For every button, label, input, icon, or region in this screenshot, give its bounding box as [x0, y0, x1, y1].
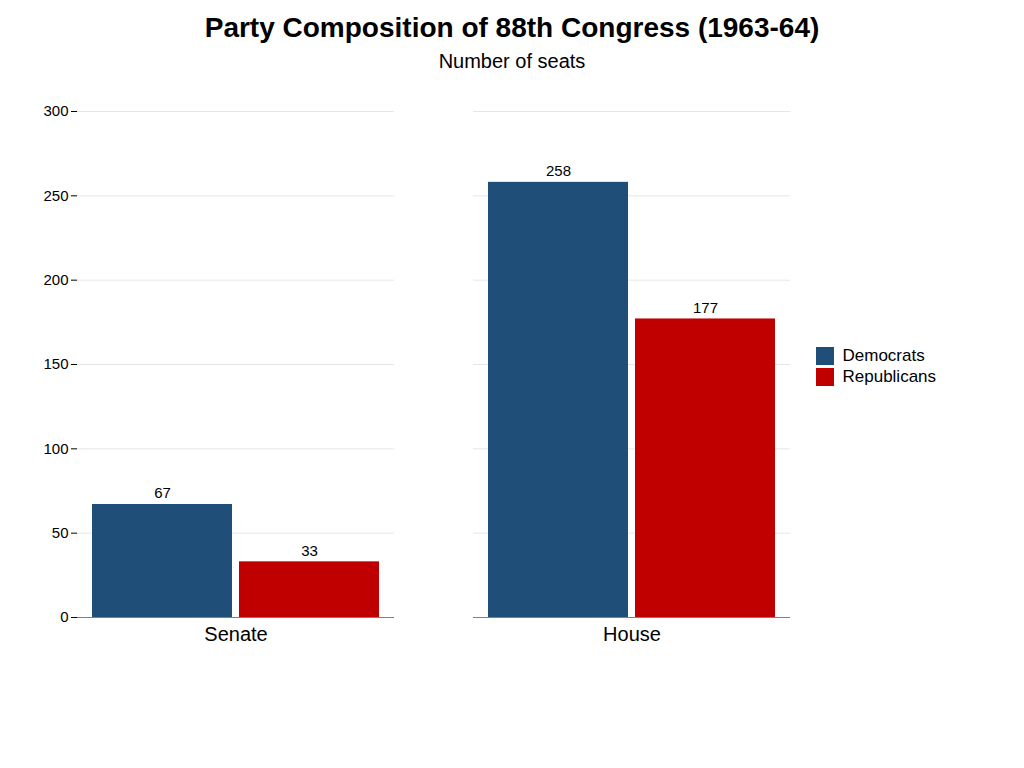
- html-text:Democrats: Democrats: [842, 345, 925, 365]
- svg-text:200: 200: [43, 271, 68, 288]
- svg-text:50: 50: [52, 524, 69, 541]
- html-text:Party Composition of 88th Cong: Party Composition of 88th Congress (1963…: [204, 12, 820, 43]
- svg-text:33: 33: [301, 542, 318, 559]
- svg-text:150: 150: [43, 355, 68, 372]
- svg-text:100: 100: [43, 440, 68, 457]
- svg-text:Senate: Senate: [204, 623, 267, 645]
- svg-text:0: 0: [60, 608, 68, 625]
- svg-text:House: House: [603, 623, 661, 645]
- svg-text:300: 300: [43, 102, 68, 119]
- html-text:Republicans: Republicans: [842, 366, 937, 386]
- svg-text:258: 258: [546, 162, 571, 179]
- svg-text:177: 177: [693, 299, 718, 316]
- html-text:Number of seats: Number of seats: [438, 50, 586, 72]
- svg-text:250: 250: [43, 187, 68, 204]
- svg-text:67: 67: [154, 484, 171, 501]
